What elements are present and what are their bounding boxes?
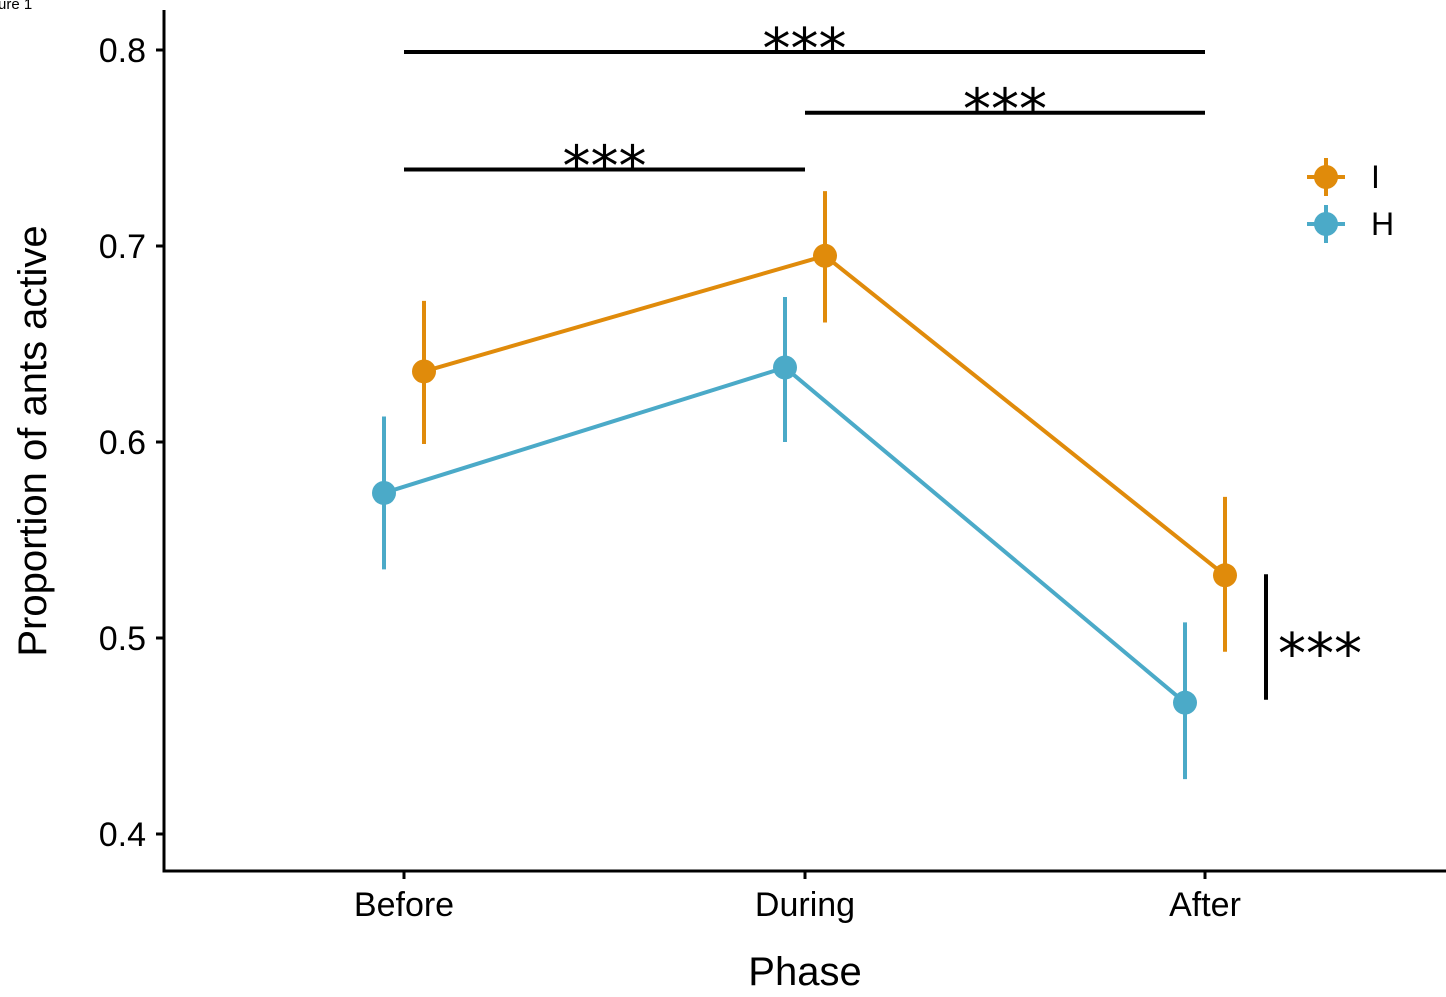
y-axis-title: Proportion of ants active <box>11 225 55 656</box>
significance-bracket: *** <box>805 78 1205 143</box>
legend-label: I <box>1371 159 1380 195</box>
x-tick-label: Before <box>354 886 454 924</box>
series-I <box>412 191 1237 652</box>
corner-label: ure 1 <box>0 0 32 13</box>
significance-bracket: *** <box>1264 574 1362 700</box>
x-tick-label: During <box>755 886 855 924</box>
x-ticks: Before During After <box>354 871 1241 924</box>
y-tick-label: 0.8 <box>99 32 146 70</box>
data-point <box>773 355 797 380</box>
legend-item-H: H <box>1307 205 1394 243</box>
series-layer <box>372 191 1237 780</box>
legend-key-point <box>1314 165 1338 189</box>
data-point <box>813 243 837 268</box>
significance-bracket: *** <box>404 17 1205 82</box>
legend-item-I: I <box>1307 158 1380 196</box>
data-point <box>372 480 396 505</box>
significance-label: *** <box>563 135 647 200</box>
y-tick-label: 0.4 <box>99 816 146 854</box>
legend: IH <box>1307 158 1394 243</box>
y-tick-label: 0.6 <box>99 424 146 462</box>
significance-label: *** <box>963 78 1047 143</box>
data-point <box>1213 563 1237 588</box>
legend-label: H <box>1371 206 1394 242</box>
data-point <box>412 359 436 384</box>
significance-bracket: *** <box>404 135 805 200</box>
y-ticks: 0.4 0.5 0.6 0.7 0.8 <box>99 32 164 854</box>
series-H <box>372 296 1197 780</box>
significance-label: *** <box>763 17 847 82</box>
legend-key-point <box>1314 212 1338 236</box>
x-axis-title: Phase <box>748 950 861 994</box>
y-tick-label: 0.7 <box>99 228 146 266</box>
significance-annotations: *** *** *** *** <box>404 17 1362 700</box>
significance-label: *** <box>1278 622 1362 687</box>
axes <box>162 10 1446 873</box>
y-tick-label: 0.5 <box>99 620 146 658</box>
data-point <box>1173 690 1197 715</box>
x-tick-label: After <box>1169 886 1241 924</box>
